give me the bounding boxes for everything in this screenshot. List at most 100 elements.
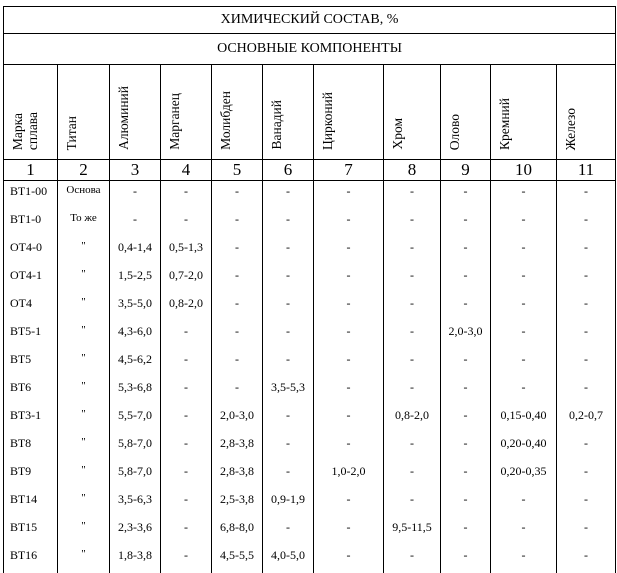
table-cell: 3,5-5,0 <box>109 292 161 321</box>
table-cell: - <box>313 432 384 461</box>
table-cell: - <box>262 460 314 489</box>
table-cell: - <box>262 236 314 265</box>
column-header: Марганец <box>160 64 212 160</box>
table-cell: - <box>490 208 557 237</box>
alloy-grade-cell: ВТ3-1 <box>3 404 58 433</box>
table-cell: - <box>556 292 616 321</box>
table-cell: 0,20-0,35 <box>490 460 557 489</box>
table-cell: - <box>262 320 314 349</box>
table-cell: 2,0-3,0 <box>211 404 263 433</box>
table-row: ОТ4 " 3,5-5,0 0,8-2,0- - - - - - - <box>3 292 616 321</box>
column-header-label: Ванадий <box>269 100 284 150</box>
column-number: 4 <box>160 159 212 181</box>
table-cell: - <box>383 376 441 405</box>
table-cell: - <box>211 264 263 293</box>
table-cell: - <box>313 236 384 265</box>
table-row: ВТ1-0 То же - - - - - - - - - <box>3 208 616 237</box>
table-cell: - <box>440 488 491 517</box>
table-cell: 0,8-2,0 <box>383 404 441 433</box>
table-cell: - <box>556 320 616 349</box>
alloy-grade-cell: ВТ8 <box>3 432 58 461</box>
alloy-grade-cell: ВТ9 <box>3 460 58 489</box>
table-cell: - <box>383 432 441 461</box>
table-cell: - <box>262 404 314 433</box>
table-cell: - <box>160 404 212 433</box>
table-cell: - <box>262 208 314 237</box>
column-header-label: Железо <box>563 107 578 150</box>
table-cell: 5,5-7,0 <box>109 404 161 433</box>
column-header: Титан <box>57 64 110 160</box>
table-row: ВТ3-1 " 5,5-7,0-2,0-3,0- -0,8-2,0-0,15-0,40… <box>3 404 616 433</box>
table-cell: - <box>383 180 441 209</box>
table-cell: - <box>440 236 491 265</box>
table-row: ВТ14 " 3,5-6,3-2,5-3,8 0,9-1,9- - - - - <box>3 488 616 517</box>
table-cell: 5,3-6,8 <box>109 376 161 405</box>
table-cell: - <box>313 348 384 377</box>
table-cell: 1,8-3,8 <box>109 544 161 573</box>
chemical-composition-table: ХИМИЧЕСКИЙ СОСТАВ, % ОСНОВНЫЕ КОМПОНЕНТЫ… <box>3 6 616 573</box>
table-cell: - <box>556 208 616 237</box>
alloy-grade-cell: ВТ16 <box>3 544 58 573</box>
table-cell: - <box>211 348 263 377</box>
table-cell: - <box>211 320 263 349</box>
table-title: ХИМИЧЕСКИЙ СОСТАВ, % <box>3 6 616 34</box>
table-cell: " <box>57 488 110 517</box>
table-cell: 4,0-5,0 <box>262 544 314 573</box>
table-cell: " <box>57 432 110 461</box>
alloy-grade-cell: ВТ5-1 <box>3 320 58 349</box>
table-cell: 5,8-7,0 <box>109 432 161 461</box>
table-cell: - <box>211 208 263 237</box>
table-cell: " <box>57 348 110 377</box>
column-number: 9 <box>440 159 491 181</box>
column-number: 10 <box>490 159 557 181</box>
table-cell: - <box>160 516 212 545</box>
table-cell: - <box>313 488 384 517</box>
alloy-grade-cell: ВТ15 <box>3 516 58 545</box>
table-cell: " <box>57 516 110 545</box>
table-cell: - <box>556 432 616 461</box>
table-cell: - <box>262 348 314 377</box>
table-cell: - <box>313 404 384 433</box>
table-cell: 2,3-3,6 <box>109 516 161 545</box>
table-cell: - <box>313 264 384 293</box>
table-cell: - <box>211 180 263 209</box>
column-number: 2 <box>57 159 110 181</box>
table-cell: 3,5-6,3 <box>109 488 161 517</box>
table-cell: 0,9-1,9 <box>262 488 314 517</box>
table-cell: - <box>440 432 491 461</box>
table-cell: - <box>383 208 441 237</box>
alloy-grade-cell: ВТ1-00 <box>3 180 58 209</box>
table-cell: 2,0-3,0 <box>440 320 491 349</box>
table-cell: - <box>383 236 441 265</box>
table-cell: - <box>160 460 212 489</box>
table-cell: - <box>109 180 161 209</box>
table-cell: 4,5-5,5 <box>211 544 263 573</box>
table-cell: - <box>109 208 161 237</box>
table-cell: 2,8-3,8 <box>211 432 263 461</box>
table-cell: - <box>490 488 557 517</box>
table-cell: 1,5-2,5 <box>109 264 161 293</box>
table-subtitle: ОСНОВНЫЕ КОМПОНЕНТЫ <box>3 33 616 65</box>
column-header: Алюминий <box>109 64 161 160</box>
table-cell: - <box>211 236 263 265</box>
table-cell: 0,8-2,0 <box>160 292 212 321</box>
table-cell: - <box>262 180 314 209</box>
column-header: Кремний <box>490 64 557 160</box>
alloy-grade-cell: ОТ4 <box>3 292 58 321</box>
table-cell: - <box>556 544 616 573</box>
column-number: 8 <box>383 159 441 181</box>
table-cell: - <box>160 180 212 209</box>
table-cell: " <box>57 460 110 489</box>
table-cell: - <box>262 516 314 545</box>
table-cell: - <box>383 488 441 517</box>
table-cell: 4,5-6,2 <box>109 348 161 377</box>
column-number: 1 <box>3 159 58 181</box>
table-cell: - <box>440 180 491 209</box>
table-cell: " <box>57 320 110 349</box>
table-cell: То же <box>57 208 110 237</box>
table-cell: - <box>490 544 557 573</box>
table-cell: - <box>383 544 441 573</box>
table-cell: 2,8-3,8 <box>211 460 263 489</box>
table-cell: - <box>160 544 212 573</box>
table-cell: - <box>490 264 557 293</box>
